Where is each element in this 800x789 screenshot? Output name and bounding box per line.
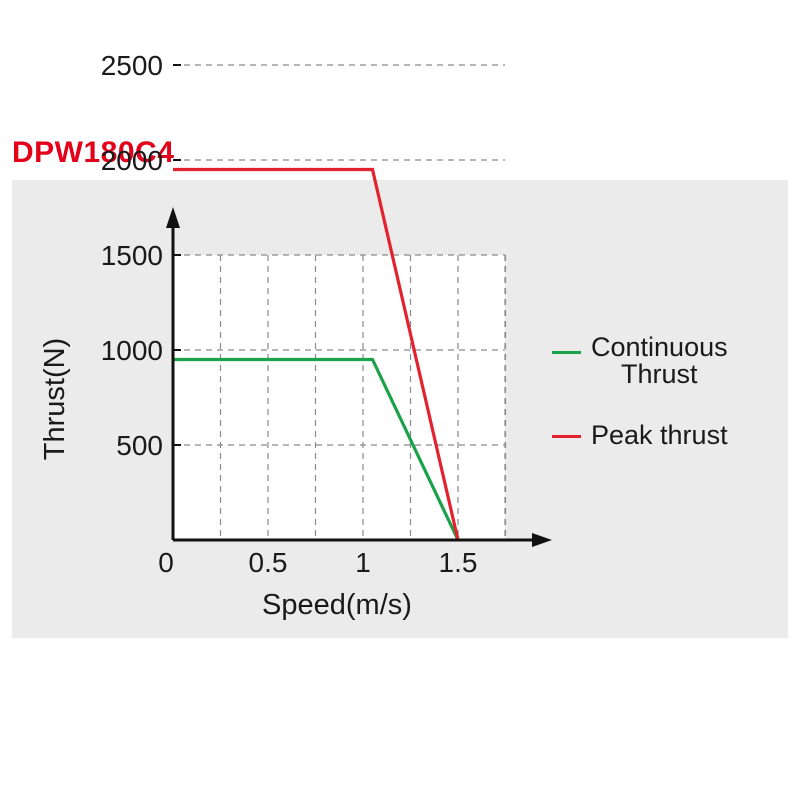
legend-swatch-continuous bbox=[552, 351, 581, 354]
series-group bbox=[173, 167, 460, 541]
legend-swatch-peak bbox=[552, 435, 581, 438]
y-tick-label: 500 bbox=[116, 430, 163, 461]
y-axis-label: Thrust(N) bbox=[39, 338, 71, 460]
legend-label-continuous-line2: Thrust bbox=[621, 359, 698, 389]
legend-item-peak-thrust: Peak thrust bbox=[552, 414, 788, 454]
legend-label-peak: Peak thrust bbox=[591, 420, 728, 450]
y-tick-label: 2500 bbox=[101, 50, 163, 81]
series-line-continuous-thrust bbox=[173, 357, 460, 541]
x-tick-label: 1.5 bbox=[439, 547, 478, 578]
x-tick-label: 1 bbox=[355, 547, 371, 578]
tick-labels: 5001000150020002500300000.511.5 bbox=[101, 50, 478, 578]
legend-label-continuous-line1: Continuous bbox=[591, 332, 728, 362]
series-line-peak-thrust bbox=[173, 167, 460, 541]
plot-area bbox=[173, 255, 505, 540]
legend-item-continuous-thrust: Continuous Thrust bbox=[552, 330, 788, 414]
y-tick-label: 1500 bbox=[101, 240, 163, 271]
x-axis-arrow bbox=[532, 533, 552, 547]
axes bbox=[166, 64, 552, 547]
x-axis-label: Speed(m/s) bbox=[262, 589, 412, 621]
x-tick-label: 0 bbox=[158, 547, 174, 578]
y-axis-arrow bbox=[166, 207, 180, 228]
y-tick-label: 1000 bbox=[101, 335, 163, 366]
legend: Continuous Thrust Peak thrust bbox=[552, 330, 788, 454]
legend-label-continuous: Continuous Thrust bbox=[591, 334, 728, 388]
grid bbox=[173, 64, 507, 540]
x-tick-label: 0.5 bbox=[249, 547, 288, 578]
y-tick-label: 2000 bbox=[101, 145, 163, 176]
chart-title: DPW180C4 bbox=[12, 136, 175, 169]
